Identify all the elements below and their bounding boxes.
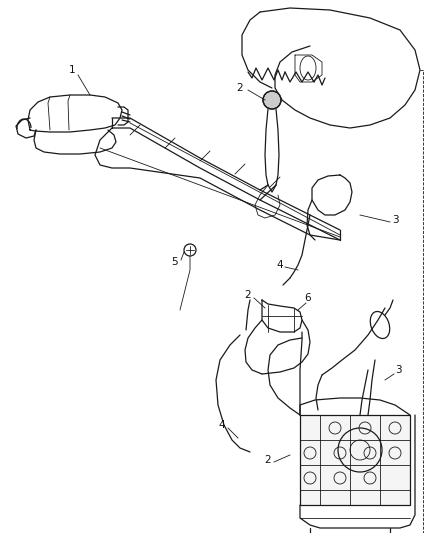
Text: 2: 2: [237, 83, 244, 93]
Text: 1: 1: [69, 65, 75, 75]
Text: 4: 4: [277, 260, 283, 270]
Text: 3: 3: [395, 365, 401, 375]
Text: 4: 4: [219, 420, 225, 430]
Text: 5: 5: [172, 257, 178, 267]
Text: 6: 6: [305, 293, 311, 303]
Text: 2: 2: [245, 290, 251, 300]
Bar: [300, 415, 410, 505]
Text: 3: 3: [392, 215, 398, 225]
Circle shape: [263, 91, 281, 109]
Text: 2: 2: [265, 455, 271, 465]
